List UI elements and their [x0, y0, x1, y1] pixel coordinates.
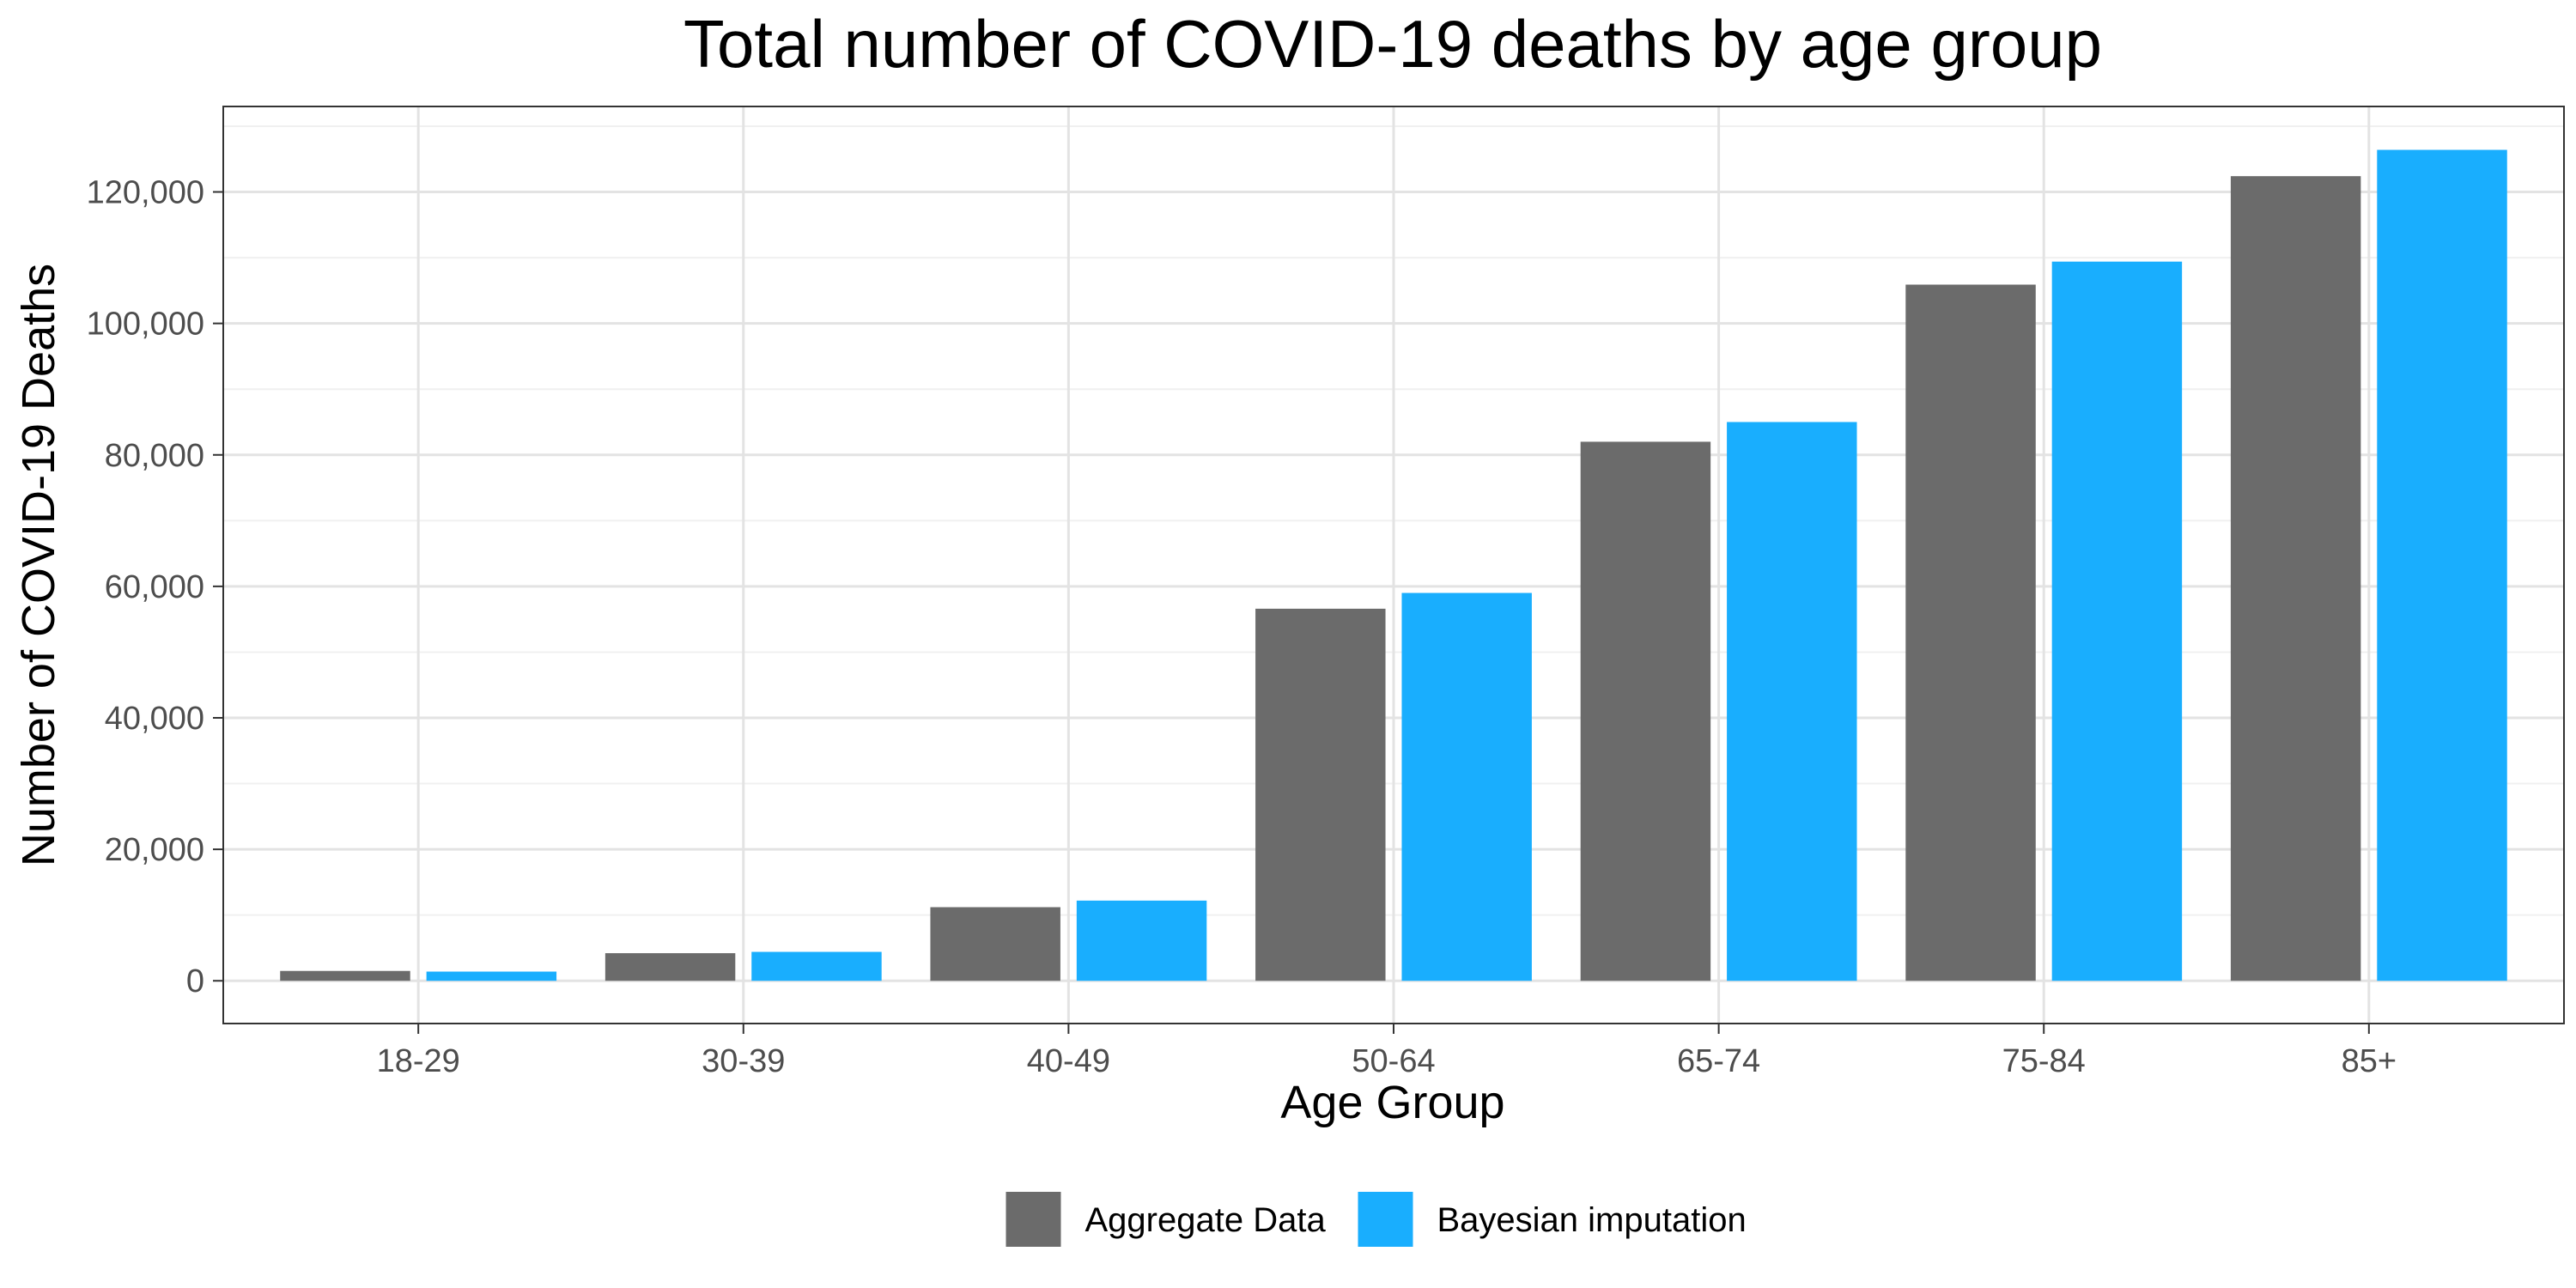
bar-aggregate-40-49 — [930, 907, 1060, 981]
y-tick-label: 20,000 — [105, 832, 204, 868]
legend-key — [1358, 1192, 1413, 1247]
x-tick-label: 65-74 — [1677, 1043, 1760, 1079]
bar-aggregate-30-39 — [605, 953, 736, 981]
y-tick-label: 100,000 — [87, 307, 204, 343]
bar-bayesian-50-64 — [1401, 592, 1532, 981]
bar-bayesian-30-39 — [751, 951, 882, 981]
x-axis-title: Age Group — [1280, 1077, 1504, 1128]
y-tick-label: 0 — [186, 963, 204, 999]
bar-aggregate-18-29 — [280, 970, 410, 981]
y-tick-label: 80,000 — [105, 438, 204, 474]
legend-label: Bayesian imputation — [1437, 1201, 1747, 1239]
legend: Aggregate Data Bayesian imputation — [1005, 1192, 1747, 1247]
bar-bayesian-85+ — [2377, 149, 2507, 981]
bar-aggregate-75-84 — [1905, 284, 2036, 981]
chart-title: Total number of COVID-19 deaths by age g… — [683, 6, 2102, 82]
legend-key — [1005, 1192, 1061, 1247]
bar-bayesian-75-84 — [2051, 261, 2183, 981]
bar-bayesian-40-49 — [1076, 900, 1207, 981]
bar-aggregate-85+ — [2230, 176, 2361, 981]
bars — [280, 149, 2507, 981]
bar-aggregate-50-64 — [1255, 608, 1386, 981]
x-tick-label: 40-49 — [1027, 1043, 1110, 1079]
bar-aggregate-65-74 — [1580, 441, 1711, 981]
y-axis-title: Number of COVID-19 Deaths — [13, 264, 64, 866]
y-tick-label: 60,000 — [105, 569, 204, 605]
bar-bayesian-65-74 — [1727, 422, 1857, 981]
x-tick-label: 18-29 — [377, 1043, 460, 1079]
x-tick-label: 30-39 — [702, 1043, 785, 1079]
x-tick-label: 75-84 — [2002, 1043, 2086, 1079]
x-tick-label: 50-64 — [1352, 1043, 1435, 1079]
y-tick-label: 120,000 — [87, 175, 204, 211]
x-tick-label: 85+ — [2342, 1043, 2397, 1079]
legend-label: Aggregate Data — [1085, 1201, 1327, 1239]
y-tick-label: 40,000 — [105, 701, 204, 737]
axes: 0 20,000 40,000 60,000 80,000 100,000 120,000 1… — [87, 175, 2397, 1079]
bar-bayesian-18-29 — [426, 971, 557, 981]
